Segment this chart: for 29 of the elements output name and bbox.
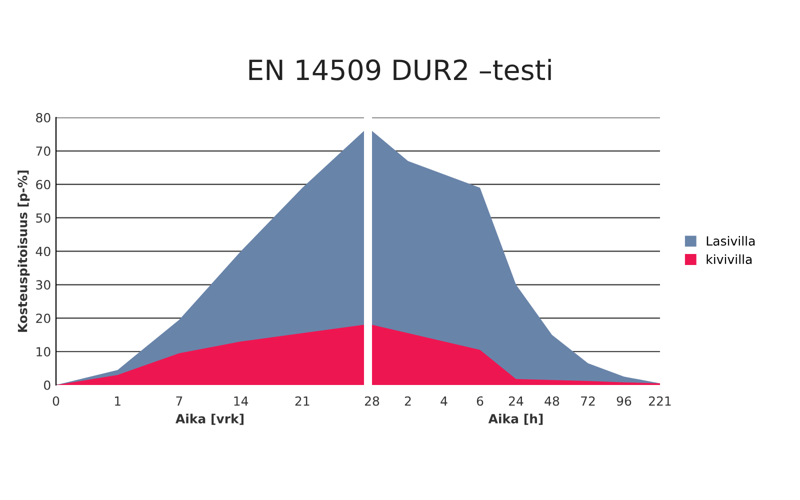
x-tick-label: 96 [616, 396, 632, 406]
x-tick-label: 24 [508, 396, 524, 406]
x-tick-label: 7 [176, 396, 182, 406]
x-tick-label: 21 [295, 396, 310, 406]
y-tick-label: 0 [44, 380, 50, 390]
chart-title: EN 14509 DUR2 –testi [249, 58, 551, 80]
x-tick-label: 6 [476, 396, 484, 406]
x-tick-label: 0 [52, 396, 60, 406]
y-tick-label: 10 [36, 347, 50, 356]
y-axis-title: Kosteuspitoisuus [p-%] [18, 170, 30, 332]
x-tick-label: 4 [440, 396, 448, 406]
y-tick-label: 30 [36, 280, 50, 290]
x-tick-label: 1 [114, 396, 120, 406]
y-tick-label: 20 [36, 314, 50, 324]
y-tick-label: 40 [36, 246, 50, 256]
y-tick-label: 80 [36, 112, 50, 122]
x-tick-label: 72 [581, 396, 595, 406]
y-tick-label: 50 [36, 213, 50, 223]
x-axis-title: Aika [vrk] [176, 414, 244, 425]
x-tick-label: 14 [234, 396, 248, 406]
legend-label: kivivilla [706, 254, 752, 264]
x-tick-label: 28 [364, 396, 380, 406]
x-tick-label: 2 [404, 396, 411, 406]
y-tick-label: 60 [36, 180, 50, 190]
y-tick-label: 70 [36, 146, 50, 156]
x-tick-label: 48 [544, 396, 560, 406]
x-axis-title: Aika [h] [488, 414, 543, 425]
x-tick-label: 221 [648, 396, 671, 406]
legend-label: Lasivilla [706, 236, 755, 246]
